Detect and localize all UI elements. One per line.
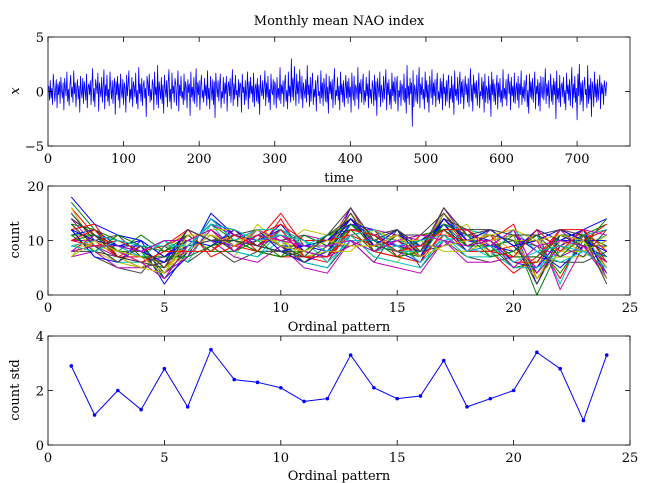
data-point xyxy=(348,353,353,357)
x-tick-label: 0 xyxy=(44,152,52,167)
x-tick-label: 700 xyxy=(565,152,590,167)
x-tick-label: 20 xyxy=(505,301,522,316)
data-point xyxy=(465,405,469,409)
y-tick-label: 4 xyxy=(36,330,44,345)
series-line-29 xyxy=(71,223,608,258)
data-point xyxy=(116,388,120,393)
panel-count-std: 0 5 10 15 20 25 0 2 4 Ordinal pattern count std xyxy=(8,330,638,483)
tick-layer: 0 100 200 300 400 500 600 700−505 xyxy=(25,31,630,167)
plot-area xyxy=(48,336,630,445)
x-tick-label: 15 xyxy=(389,301,406,316)
data-point xyxy=(209,347,213,352)
data-point xyxy=(279,385,283,390)
x-tick-label: 200 xyxy=(187,152,212,167)
tick-layer: 0 5 10 15 20 25 0 10 20 xyxy=(27,180,638,316)
x-tick-label: 10 xyxy=(273,451,290,466)
x-tick-label: 5 xyxy=(160,301,168,316)
x-tick-label: 600 xyxy=(489,152,514,167)
series-line-34 xyxy=(70,207,608,285)
data-point xyxy=(232,377,237,382)
x-tick-label: 0 xyxy=(44,301,52,316)
series-line-20 xyxy=(71,218,608,274)
data-point xyxy=(395,396,400,401)
y-axis-label: x xyxy=(8,87,23,95)
y-axis-label: count xyxy=(8,221,23,259)
panel-nao-timeseries: Monthly mean NAO index 0 100 200 300 400 500 6… xyxy=(8,14,631,186)
tick-layer: 0 5 10 15 20 25 0 2 4 xyxy=(36,330,639,466)
series-line-24 xyxy=(71,218,607,269)
x-axis-label: Ordinal pattern xyxy=(288,320,391,335)
series-line-0 xyxy=(70,349,608,421)
series-layer xyxy=(48,58,607,127)
x-tick-label: 0 xyxy=(44,451,52,466)
y-tick-label: −5 xyxy=(25,140,44,155)
data-point xyxy=(139,407,143,412)
data-point xyxy=(558,366,562,371)
series-line-33 xyxy=(70,229,608,279)
data-point xyxy=(535,350,539,355)
data-point xyxy=(185,405,190,409)
panel-pattern-counts: 0 5 10 15 20 25 0 10 20 Ordinal pattern count xyxy=(8,180,638,335)
axes-frame xyxy=(47,185,631,296)
y-axis-label: count std xyxy=(8,359,23,420)
data-point xyxy=(604,353,609,357)
chart-title: Monthly mean NAO index xyxy=(254,14,425,29)
y-tick-label: 2 xyxy=(36,385,44,400)
data-point xyxy=(162,366,167,371)
data-point xyxy=(92,413,97,417)
data-point xyxy=(325,396,330,401)
y-tick-label: 5 xyxy=(36,31,44,46)
data-point xyxy=(418,394,423,398)
axes-frame xyxy=(47,335,631,446)
x-axis-label: time xyxy=(324,171,354,186)
data-point xyxy=(255,380,260,385)
x-tick-label: 500 xyxy=(414,152,439,167)
x-tick-label: 300 xyxy=(262,152,287,167)
x-tick-label: 20 xyxy=(505,451,522,466)
series-line-15 xyxy=(71,223,607,269)
series-layer xyxy=(69,347,609,423)
x-tick-label: 100 xyxy=(111,152,136,167)
y-tick-label: 0 xyxy=(36,439,44,454)
data-point xyxy=(372,385,376,390)
x-tick-label: 5 xyxy=(160,451,168,466)
data-point xyxy=(302,399,306,404)
y-tick-label: 0 xyxy=(36,86,44,101)
data-point xyxy=(488,396,493,401)
x-tick-label: 10 xyxy=(273,301,290,316)
x-tick-label: 400 xyxy=(338,152,363,167)
axes-frame xyxy=(47,36,631,147)
data-point xyxy=(69,364,74,368)
y-tick-label: 0 xyxy=(36,289,44,304)
x-tick-label: 15 xyxy=(389,451,406,466)
series-line-26 xyxy=(70,229,607,280)
data-point xyxy=(441,358,446,363)
x-axis-label: Ordinal pattern xyxy=(288,469,391,483)
x-tick-label: 25 xyxy=(622,451,639,466)
series-line-0 xyxy=(48,58,607,127)
series-layer xyxy=(70,196,608,296)
data-point xyxy=(511,388,516,393)
y-tick-label: 10 xyxy=(27,235,44,250)
data-point xyxy=(581,418,586,423)
x-tick-label: 25 xyxy=(622,301,639,316)
y-tick-label: 20 xyxy=(27,180,44,195)
